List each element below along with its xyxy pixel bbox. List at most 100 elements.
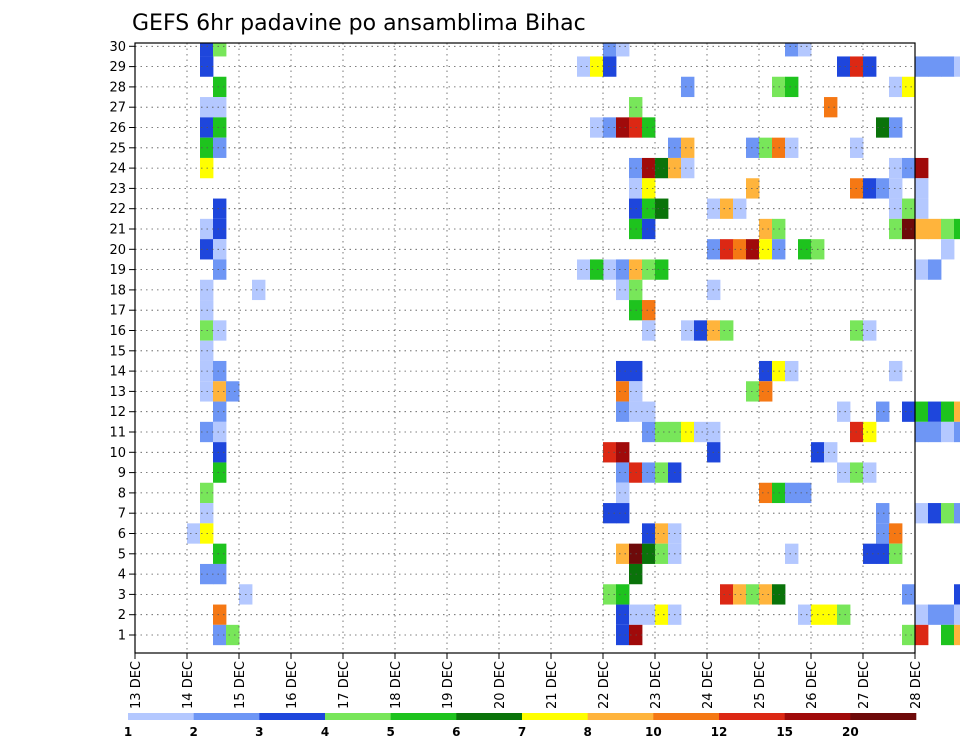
heatmap-cell: [915, 259, 928, 279]
y-tick-label: 13: [109, 385, 126, 400]
heatmap-cell: [915, 158, 928, 178]
colorbar-swatch: [588, 713, 654, 720]
heatmap-cell: [941, 239, 954, 259]
heatmap-cell: [941, 56, 954, 76]
colorbar-swatch: [850, 713, 916, 720]
heatmap-cell: [915, 625, 928, 645]
y-tick-label: 3: [118, 588, 126, 603]
colorbar-label: 20: [842, 725, 859, 739]
chart-title: GEFS 6hr padavine po ansamblima Bihac: [132, 11, 586, 36]
heatmap-cell: [824, 442, 837, 462]
heatmap-cell: [863, 56, 876, 76]
colorbar-label: 8: [583, 725, 591, 739]
x-axis-ticks: 13 DEC 14 DEC 15 DEC 16 DEC 17 DEC 18 DEC 19 D…: [129, 653, 924, 709]
heatmap-cell: [863, 544, 876, 564]
y-tick-label: 23: [109, 182, 126, 197]
heatmap-cell: [928, 219, 941, 239]
heatmap-cell: [720, 320, 733, 340]
y-tick-label: 1: [118, 629, 126, 644]
heatmap-cell: [902, 584, 915, 604]
colorbar-swatch: [259, 713, 325, 720]
heatmap-cell: [915, 56, 928, 76]
heatmap-cell: [213, 43, 226, 56]
y-tick-label: 24: [109, 162, 126, 177]
heatmap-cell: [616, 361, 629, 381]
heatmap-cell: [928, 422, 941, 442]
colorbar-swatch: [391, 713, 457, 720]
heatmap-cell: [720, 199, 733, 219]
y-tick-label: 20: [109, 243, 126, 258]
heatmap-cell: [616, 483, 629, 503]
y-tick-label: 9: [118, 466, 126, 481]
heatmap-cell: [941, 605, 954, 625]
heatmap-cell: [759, 138, 772, 158]
colorbar-swatch: [719, 713, 785, 720]
heatmap-cell: [954, 219, 960, 239]
heatmap-cell: [915, 178, 928, 198]
heatmap-cell: [915, 503, 928, 523]
heatmap-cell: [655, 462, 668, 482]
heatmap-cell: [681, 77, 694, 97]
heatmap-cell: [915, 605, 928, 625]
colorbar-label: 2: [189, 725, 197, 739]
x-tick-label: 28 DEC: [909, 661, 924, 709]
heatmap-cell: [928, 503, 941, 523]
x-tick-label: 24 DEC: [701, 661, 716, 709]
heatmap-cell: [954, 625, 960, 645]
heatmap-cell: [824, 97, 837, 117]
heatmap-cell: [902, 219, 915, 239]
heatmap-cell: [863, 462, 876, 482]
heatmap-cell: [759, 584, 772, 604]
heatmap-cell: [681, 422, 694, 442]
x-tick-label: 15 DEC: [233, 661, 248, 709]
colorbar-label: 6: [452, 725, 460, 739]
colorbar-swatch: [785, 713, 851, 720]
x-tick-label: 21 DEC: [545, 661, 560, 709]
colorbar-swatch: [128, 713, 194, 720]
heatmap-cell: [954, 605, 960, 625]
heatmap-cell: [616, 584, 629, 604]
heatmap-cell: [941, 422, 954, 442]
colorbar-label: 5: [386, 725, 394, 739]
x-tick-label: 13 DEC: [129, 661, 144, 709]
heatmap-cell: [655, 523, 668, 543]
heatmap-cell: [616, 605, 629, 625]
heatmap-cell: [603, 43, 616, 56]
heatmap-cell: [577, 56, 590, 76]
heatmap-cell: [616, 280, 629, 300]
colorbar-label: 12: [711, 725, 728, 739]
x-tick-label: 22 DEC: [597, 661, 612, 709]
y-tick-label: 28: [109, 80, 126, 95]
heatmap-cell: [720, 239, 733, 259]
heatmap-cells: [187, 43, 960, 645]
y-tick-label: 25: [109, 141, 126, 156]
heatmap-cell: [252, 280, 265, 300]
heatmap-cell: [616, 544, 629, 564]
heatmap-cell: [616, 462, 629, 482]
heatmap-cell: [941, 219, 954, 239]
y-axis-ticks: 1234567891011121314151617181920212223242…: [109, 40, 135, 644]
heatmap-cell: [798, 605, 811, 625]
heatmap-cell: [616, 402, 629, 422]
x-tick-label: 20 DEC: [493, 661, 508, 709]
heatmap-cell: [759, 239, 772, 259]
colorbar-swatch: [522, 713, 588, 720]
y-tick-label: 27: [109, 101, 126, 116]
heatmap-cell: [928, 259, 941, 279]
heatmap-cell: [902, 625, 915, 645]
heatmap-cell: [941, 503, 954, 523]
heatmap-cell: [928, 605, 941, 625]
heatmap-cell: [655, 199, 668, 219]
y-tick-label: 19: [109, 263, 126, 278]
heatmap-cell: [941, 402, 954, 422]
heatmap-cell: [759, 361, 772, 381]
heatmap-cell: [226, 625, 239, 645]
heatmap-cell: [785, 43, 798, 56]
y-tick-label: 16: [109, 324, 126, 339]
heatmap-cell: [616, 625, 629, 645]
x-tick-label: 18 DEC: [389, 661, 404, 709]
x-tick-label: 19 DEC: [441, 661, 456, 709]
x-tick-label: 26 DEC: [805, 661, 820, 709]
y-tick-label: 22: [109, 202, 126, 217]
x-tick-label: 23 DEC: [649, 661, 664, 709]
